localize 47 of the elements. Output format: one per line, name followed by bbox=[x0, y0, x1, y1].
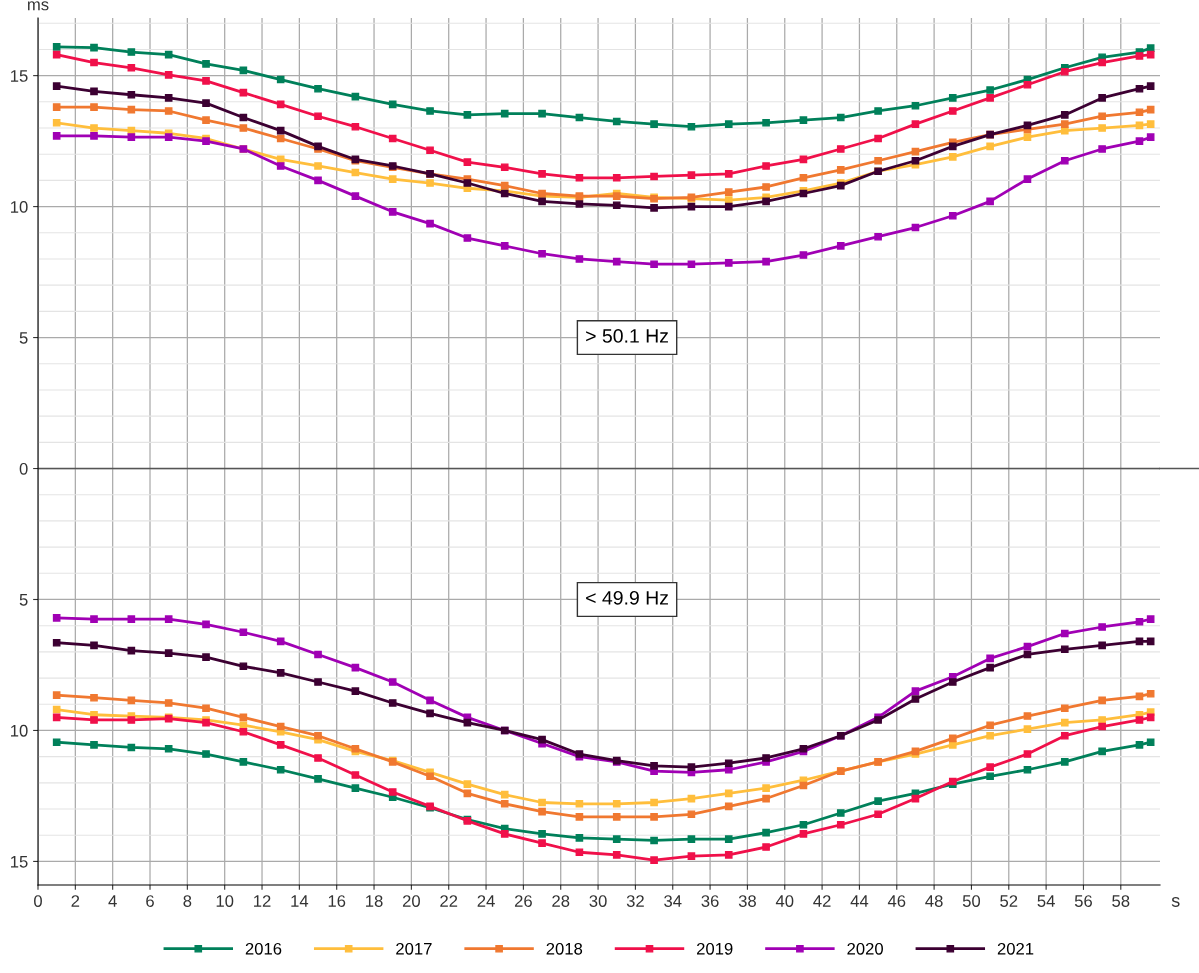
x-tick-label: 44 bbox=[850, 895, 869, 907]
x-tick-label: 20 bbox=[402, 895, 420, 907]
x-tick-label: 12 bbox=[254, 895, 271, 907]
legend-label: 2021 bbox=[997, 942, 1034, 955]
x-tick-label: 30 bbox=[589, 895, 607, 907]
y-tick-label: 10 bbox=[11, 200, 28, 213]
x-tick-label: 54 bbox=[1037, 895, 1055, 907]
annotation: < 49.9 Hz bbox=[586, 590, 668, 605]
x-tick-label: 2 bbox=[71, 895, 80, 907]
x-tick-label: 0 bbox=[34, 895, 42, 907]
x-tick-label: 28 bbox=[552, 895, 570, 907]
x-tick-label: 48 bbox=[925, 895, 943, 907]
x-tick-label: 14 bbox=[291, 895, 309, 907]
x-tick-label: 6 bbox=[146, 895, 154, 907]
x-tick-label: 58 bbox=[1112, 895, 1130, 907]
x-tick-label: 34 bbox=[664, 895, 682, 907]
x-tick-label: 8 bbox=[183, 895, 192, 907]
x-tick-label: 42 bbox=[813, 895, 831, 907]
x-tick-label: 24 bbox=[477, 895, 495, 907]
y-tick-label: 5 bbox=[19, 594, 28, 606]
x-tick-label: 36 bbox=[701, 895, 719, 907]
x-tick-label: 46 bbox=[887, 895, 906, 907]
y-tick-label: 0 bbox=[19, 462, 28, 475]
x-tick-label: 52 bbox=[1000, 895, 1018, 907]
y-tick-label: 10 bbox=[11, 724, 28, 737]
x-tick-label: 50 bbox=[962, 895, 981, 907]
legend-label: 2017 bbox=[396, 942, 432, 955]
y-tick-label: 5 bbox=[19, 332, 28, 344]
x-tick-label: 56 bbox=[1074, 895, 1092, 907]
x-tick-label: 4 bbox=[108, 895, 117, 907]
x-tick-label: 38 bbox=[738, 895, 756, 907]
x-tick-label: 10 bbox=[216, 895, 234, 907]
legend-label: 2020 bbox=[847, 942, 883, 955]
y-axis-title: ms bbox=[28, 1, 49, 11]
legend-label: 2019 bbox=[697, 942, 733, 955]
x-tick-label: 26 bbox=[514, 895, 532, 907]
x-tick-label: 40 bbox=[775, 895, 794, 907]
legend-label: 2016 bbox=[245, 942, 282, 955]
legend-label: 2018 bbox=[546, 942, 583, 955]
x-tick-label: 18 bbox=[366, 895, 383, 907]
annotation: > 50.1 Hz bbox=[586, 329, 668, 343]
x-axis-title: s bbox=[1171, 897, 1180, 907]
x-tick-label: 22 bbox=[440, 895, 458, 907]
x-tick-label: 16 bbox=[328, 895, 346, 907]
y-tick-label: 15 bbox=[11, 856, 28, 868]
y-tick-label: 15 bbox=[11, 70, 28, 82]
x-tick-label: 32 bbox=[626, 895, 644, 907]
